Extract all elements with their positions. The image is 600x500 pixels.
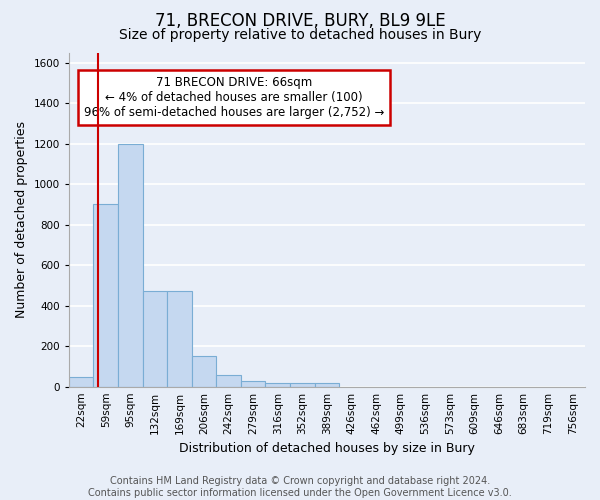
Text: 71 BRECON DRIVE: 66sqm
← 4% of detached houses are smaller (100)
96% of semi-det: 71 BRECON DRIVE: 66sqm ← 4% of detached … [84,76,384,119]
Text: Contains HM Land Registry data © Crown copyright and database right 2024.
Contai: Contains HM Land Registry data © Crown c… [88,476,512,498]
Bar [167,292,192,386]
Text: 71, BRECON DRIVE, BURY, BL9 9LE: 71, BRECON DRIVE, BURY, BL9 9LE [155,12,445,30]
Bar [217,374,241,386]
Bar [265,382,290,386]
Text: Size of property relative to detached houses in Bury: Size of property relative to detached ho… [119,28,481,42]
Bar [314,382,339,386]
Bar [94,204,118,386]
Bar [290,382,314,386]
X-axis label: Distribution of detached houses by size in Bury: Distribution of detached houses by size … [179,442,475,455]
Y-axis label: Number of detached properties: Number of detached properties [15,121,28,318]
Bar [118,144,143,386]
Bar [241,380,265,386]
Bar [143,292,167,386]
Bar [192,356,217,386]
Bar [69,376,94,386]
